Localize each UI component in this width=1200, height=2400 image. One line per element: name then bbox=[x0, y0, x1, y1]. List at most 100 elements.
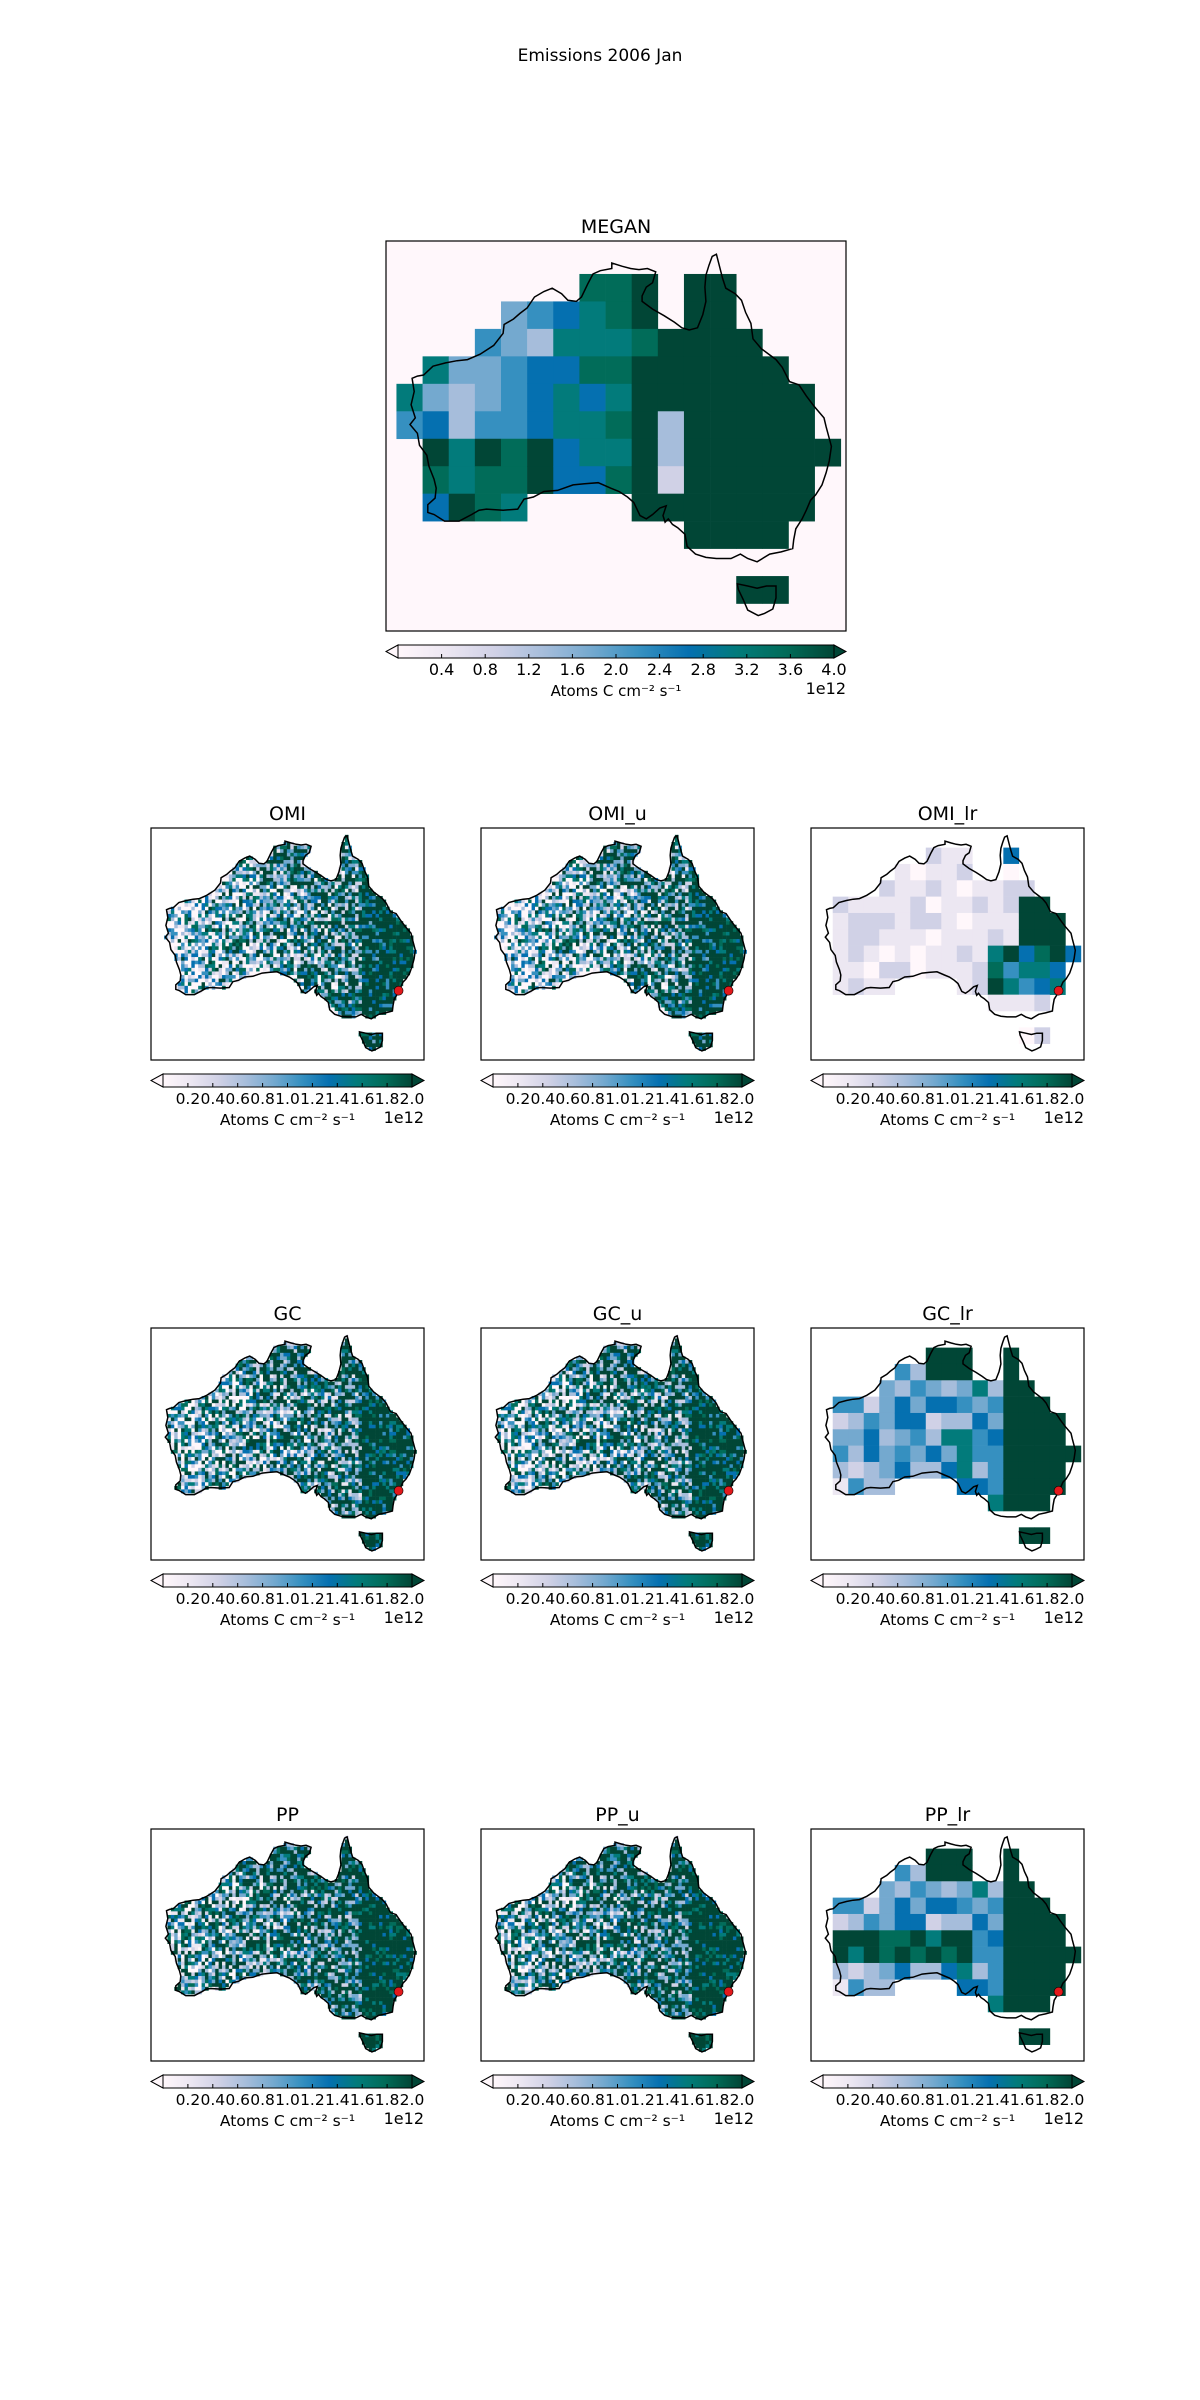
heatmap-cell bbox=[321, 899, 325, 904]
heatmap-cell bbox=[610, 967, 614, 972]
heatmap-cell bbox=[531, 939, 536, 943]
heatmap-cell bbox=[368, 949, 373, 954]
heatmap-cell bbox=[324, 881, 329, 886]
heatmap-cell bbox=[722, 949, 727, 954]
heatmap-cell bbox=[633, 867, 638, 872]
heatmap-cell bbox=[606, 895, 611, 900]
heatmap-cell bbox=[184, 964, 189, 969]
heatmap-cell bbox=[691, 975, 696, 979]
heatmap-cell bbox=[562, 942, 566, 947]
heatmap-cell bbox=[712, 928, 717, 933]
heatmap-cell bbox=[259, 957, 264, 961]
heatmap-cell bbox=[1034, 978, 1051, 995]
heatmap-cell bbox=[191, 899, 196, 904]
heatmap-cell bbox=[599, 906, 604, 911]
heatmap-cell bbox=[321, 881, 325, 886]
heatmap-cell bbox=[695, 989, 700, 994]
heatmap-cell bbox=[218, 885, 223, 890]
heatmap-cell bbox=[630, 953, 635, 958]
site-marker bbox=[1053, 985, 1064, 996]
heatmap-cell bbox=[681, 906, 686, 911]
heatmap-cell bbox=[627, 946, 631, 951]
heatmap-cell bbox=[338, 885, 342, 890]
heatmap-cell bbox=[266, 942, 271, 947]
heatmap-cell bbox=[375, 985, 380, 990]
heatmap-cell bbox=[310, 895, 315, 900]
heatmap-cell bbox=[194, 989, 199, 994]
heatmap-cell bbox=[596, 939, 601, 943]
heatmap-cell bbox=[191, 924, 196, 929]
heatmap-cell bbox=[596, 881, 601, 886]
heatmap-cell bbox=[208, 935, 213, 940]
colorbar-tick-label: 1.4 bbox=[655, 1090, 680, 1108]
heatmap-cell bbox=[286, 863, 291, 868]
heatmap-cell bbox=[242, 928, 247, 933]
heatmap-cell bbox=[579, 917, 584, 922]
heatmap-cell bbox=[314, 881, 318, 886]
heatmap-cell bbox=[555, 939, 560, 943]
heatmap-cell bbox=[558, 899, 563, 904]
heatmap-cell bbox=[705, 1003, 710, 1008]
heatmap-cell bbox=[606, 849, 611, 854]
heatmap-cell bbox=[538, 949, 543, 954]
heatmap-cell bbox=[664, 906, 669, 911]
colorbar-tick-label: 0.2 bbox=[506, 1090, 531, 1108]
heatmap-cell bbox=[582, 863, 587, 868]
heatmap-cell bbox=[300, 964, 305, 969]
heatmap-cell bbox=[351, 877, 356, 882]
heatmap-cell bbox=[181, 953, 185, 958]
heatmap-cell bbox=[331, 924, 335, 929]
heatmap-cell bbox=[256, 957, 260, 961]
heatmap-cell bbox=[204, 960, 209, 965]
heatmap-cell bbox=[726, 939, 730, 943]
heatmap-cell bbox=[259, 885, 264, 890]
heatmap-cell bbox=[894, 896, 911, 914]
heatmap-cell bbox=[558, 903, 563, 908]
heatmap-cell bbox=[688, 967, 693, 972]
heatmap-cell bbox=[269, 964, 274, 969]
heatmap-cell bbox=[235, 874, 240, 879]
heatmap-cell bbox=[709, 993, 713, 997]
heatmap-cell bbox=[630, 856, 635, 861]
heatmap-cell bbox=[668, 1000, 672, 1005]
heatmap-cell bbox=[678, 982, 683, 987]
heatmap-cell bbox=[181, 906, 185, 911]
heatmap-cell bbox=[688, 917, 693, 922]
heatmap-cell bbox=[500, 906, 505, 911]
heatmap-cell bbox=[651, 931, 655, 936]
heatmap-cell bbox=[647, 942, 652, 947]
heatmap-cell bbox=[592, 874, 597, 879]
heatmap-cell bbox=[187, 946, 192, 951]
heatmap-cell bbox=[582, 928, 587, 933]
heatmap-cell bbox=[528, 982, 532, 987]
heatmap-cell bbox=[729, 964, 734, 969]
heatmap-cell bbox=[262, 903, 267, 908]
heatmap-cell bbox=[389, 942, 393, 947]
heatmap-cell bbox=[507, 931, 512, 936]
heatmap-cell bbox=[739, 957, 744, 961]
heatmap-cell bbox=[334, 885, 339, 890]
heatmap-cell bbox=[372, 1003, 376, 1008]
heatmap-cell bbox=[661, 910, 665, 915]
heatmap-cell bbox=[396, 960, 400, 965]
heatmap-cell bbox=[314, 924, 318, 929]
heatmap-cell bbox=[204, 903, 209, 908]
heatmap-cell bbox=[691, 888, 696, 893]
heatmap-cell bbox=[683, 301, 711, 330]
heatmap-cell bbox=[534, 924, 539, 929]
heatmap-cell bbox=[640, 895, 645, 900]
heatmap-cell bbox=[631, 301, 659, 330]
heatmap-cell bbox=[534, 953, 539, 958]
heatmap-cell bbox=[715, 975, 720, 979]
heatmap-cell bbox=[317, 946, 322, 951]
heatmap-cell bbox=[379, 971, 383, 976]
heatmap-cell bbox=[548, 888, 553, 893]
heatmap-cell bbox=[620, 892, 624, 897]
heatmap-cell bbox=[290, 860, 294, 864]
heatmap-cell bbox=[705, 993, 710, 997]
heatmap-cell bbox=[341, 985, 346, 990]
heatmap-cell bbox=[527, 411, 554, 440]
heatmap-cell bbox=[616, 921, 621, 926]
heatmap-cell bbox=[633, 935, 638, 940]
heatmap-cell bbox=[252, 921, 257, 926]
